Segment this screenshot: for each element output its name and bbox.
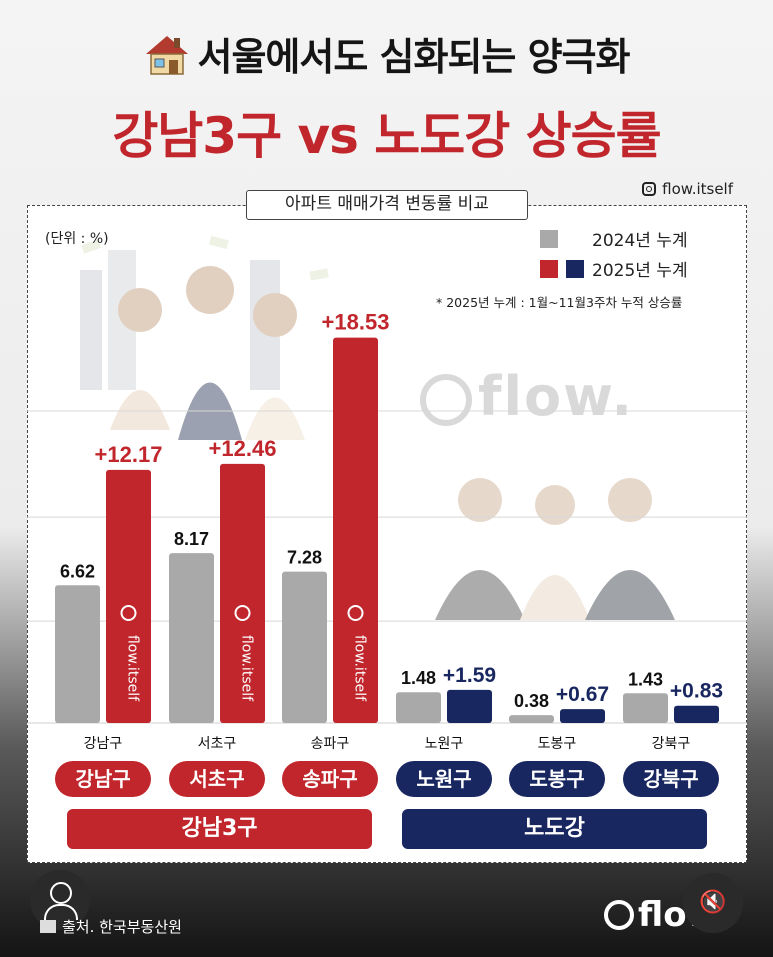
data-label-2025: +12.46: [209, 436, 277, 461]
legend-swatch-2025-gangnam: [540, 259, 558, 278]
note: * 2025년 누계 : 1월~11월3주차 누적 상승률: [436, 295, 683, 310]
house-icon: [144, 34, 190, 85]
bar-watermark: flow.itself: [352, 635, 368, 702]
group-bar-gangnam3gu: 강남3구: [67, 809, 372, 849]
brand-logo-icon: [604, 900, 634, 930]
data-label-2025: +0.67: [556, 683, 609, 706]
legend-2025: 2025년 누계: [540, 256, 688, 281]
worried-people-illustration: [435, 478, 675, 620]
data-label-2025: +0.83: [670, 680, 723, 703]
data-label-2024: 1.43: [628, 669, 663, 689]
watermark: flow.: [420, 365, 634, 428]
source-text: 출처. 한국부동산원: [40, 916, 182, 937]
bar-2024: [282, 571, 327, 723]
data-label-2025: +12.17: [95, 442, 163, 467]
legend-swatch-2024: [540, 229, 558, 248]
data-label-2024: 8.17: [174, 529, 209, 549]
bar-2025: [106, 469, 151, 723]
category-pill: 송파구: [282, 761, 378, 797]
document-icon: [40, 920, 56, 933]
bar-chart: 6.62 +12.17 flow.itself 강남구 8.17 +12.46 flow.i…: [27, 310, 747, 752]
bar-watermark: flow.itself: [125, 635, 141, 702]
data-label-2024: 6.62: [60, 561, 95, 581]
bar-2025: [674, 705, 719, 723]
bar-2025: [447, 689, 492, 723]
bar-2024: [55, 585, 100, 723]
data-label-2025: +18.53: [322, 310, 390, 335]
category-label: 도봉구: [538, 736, 577, 752]
category-label: 강북구: [652, 736, 691, 752]
bar-watermark-icon: [347, 605, 364, 621]
bar-2024: [509, 715, 554, 723]
group-bar-nodogang: 노도강: [402, 809, 707, 849]
title-line2: 강남3구 vs 노도강 상승률: [112, 107, 661, 165]
instagram-icon: [642, 182, 657, 196]
bar-watermark-icon: [120, 605, 137, 621]
bar-2024: [169, 553, 214, 723]
bar-2025: [220, 463, 265, 723]
credit-top[interactable]: flow.itself: [642, 180, 733, 198]
category-label: 송파구: [311, 736, 350, 752]
data-label-2024: 7.28: [287, 548, 322, 568]
panel-label: 아파트 매매가격 변동률 비교: [246, 190, 528, 220]
bar-watermark: flow.itself: [239, 635, 255, 702]
bar-2024: [396, 692, 441, 723]
legend-2024: 2024년 누계: [540, 226, 688, 251]
data-label-2025: +1.59: [443, 664, 496, 687]
legend-swatch-2025-nodogang: [566, 259, 584, 278]
category-pill: 도봉구: [509, 761, 605, 797]
category-pill: 강남구: [55, 761, 151, 797]
bar-2025: [560, 709, 605, 723]
bar-2025: [333, 337, 378, 723]
data-label-2024: 1.48: [401, 668, 436, 688]
category-label: 노원구: [425, 736, 464, 752]
category-label: 강남구: [84, 736, 123, 752]
category-label: 서초구: [198, 736, 237, 752]
data-label-2024: 0.38: [514, 691, 549, 711]
mute-icon[interactable]: 🔇: [683, 873, 743, 933]
unit-label: (단위 : %): [45, 231, 109, 247]
title-line1: 서울에서도 심화되는 양극화: [0, 26, 773, 85]
bar-watermark-icon: [234, 605, 251, 621]
category-pill: 노원구: [396, 761, 492, 797]
category-pill: 강북구: [623, 761, 719, 797]
bar-2024: [623, 693, 668, 723]
category-pill: 서초구: [169, 761, 265, 797]
